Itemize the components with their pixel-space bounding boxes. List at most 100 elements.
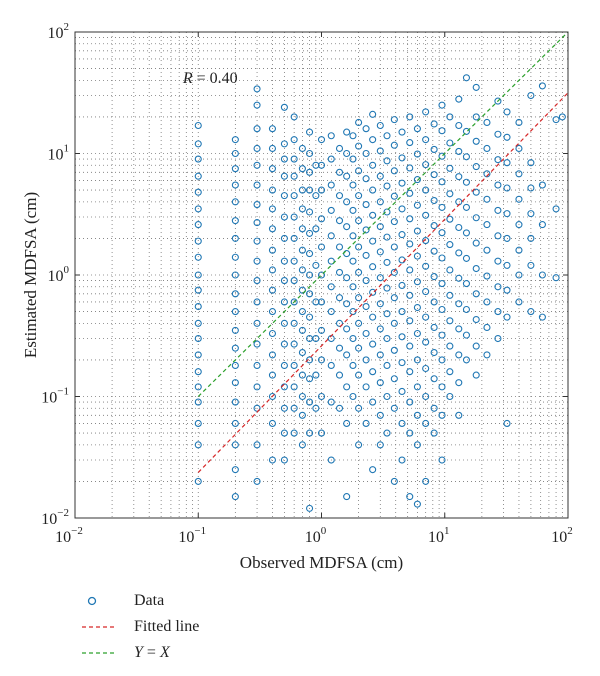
data-point (194, 477, 202, 485)
data-point (503, 133, 511, 141)
data-point (312, 371, 320, 379)
fitted-line (197, 92, 569, 473)
data-point (253, 340, 261, 348)
data-point (194, 319, 202, 327)
data-point (231, 308, 239, 316)
data-point (343, 274, 351, 282)
data-point (383, 258, 391, 266)
data-point (306, 271, 314, 279)
data-point (306, 168, 314, 176)
data-point (398, 205, 406, 213)
data-point (398, 308, 406, 316)
data-point (527, 261, 535, 269)
data-point (383, 429, 391, 437)
data-point (290, 340, 298, 348)
data-point (231, 234, 239, 242)
data-point (503, 261, 511, 269)
data-point (317, 161, 326, 169)
data-point (280, 456, 288, 464)
data-point (268, 392, 277, 401)
data-point (383, 361, 391, 370)
identity-line (197, 31, 569, 397)
data-point (430, 171, 438, 179)
data-point (253, 101, 261, 109)
data-point (455, 121, 463, 130)
data-point (290, 113, 298, 121)
data-point (306, 313, 314, 321)
data-point (472, 214, 480, 222)
data-point (253, 441, 261, 449)
data-point (462, 127, 471, 135)
data-point (413, 329, 421, 338)
data-point (446, 392, 454, 401)
data-point (298, 144, 306, 153)
data-point (253, 361, 261, 370)
data-point (369, 237, 377, 245)
data-point (376, 351, 384, 359)
data-point (298, 326, 306, 334)
data-point (376, 248, 384, 256)
data-point (355, 371, 363, 379)
data-point (317, 356, 326, 364)
legend-item: Fitted line (80, 614, 199, 640)
data-point (422, 419, 430, 428)
data-point (268, 205, 277, 213)
data-point (406, 139, 414, 147)
data-point (515, 298, 523, 306)
data-point (349, 132, 357, 140)
data-point (312, 225, 320, 233)
data-point (446, 317, 454, 325)
data-point (438, 229, 446, 237)
data-point (455, 223, 463, 232)
x-tick-label: 101 (428, 525, 450, 546)
data-point (298, 308, 306, 316)
data-point (349, 283, 357, 291)
data-point (355, 294, 363, 302)
data-point (503, 210, 511, 218)
data-point (306, 398, 314, 406)
y-tick-label: 101 (48, 143, 70, 164)
data-point (335, 404, 344, 412)
data-point (335, 217, 344, 225)
data-point (438, 456, 446, 464)
legend-label: Data (134, 592, 165, 609)
data-point (376, 411, 384, 419)
data-point (335, 344, 344, 352)
data-point (362, 329, 370, 338)
data-point (376, 147, 384, 155)
data-point (327, 456, 335, 464)
data-point (390, 346, 398, 354)
data-point (383, 284, 391, 292)
data-point (462, 203, 471, 211)
data-point (503, 234, 511, 242)
data-point (390, 116, 398, 124)
data-point (194, 302, 202, 311)
data-point (231, 326, 239, 334)
data-point (317, 136, 326, 144)
data-point (349, 257, 357, 265)
data-point (280, 404, 288, 412)
data-point (406, 368, 414, 376)
data-point (343, 223, 351, 231)
data-point (306, 429, 314, 437)
legend: Data Fitted line Y = X (80, 588, 199, 666)
data-point (290, 172, 298, 180)
data-point (462, 331, 471, 339)
data-point (422, 477, 430, 485)
data-point (194, 286, 202, 294)
data-point (231, 136, 239, 144)
data-point (462, 153, 471, 161)
data-point (335, 243, 344, 251)
legend-item: Y = X (80, 640, 199, 666)
data-point (268, 186, 277, 194)
data-point (268, 144, 277, 153)
data-point (390, 243, 398, 251)
data-point (194, 253, 202, 261)
data-point (231, 290, 239, 298)
data-point (306, 504, 314, 512)
data-point (349, 206, 357, 214)
data-point (362, 356, 370, 364)
data-point (398, 359, 406, 367)
data-point (327, 155, 335, 163)
data-point (503, 159, 511, 167)
